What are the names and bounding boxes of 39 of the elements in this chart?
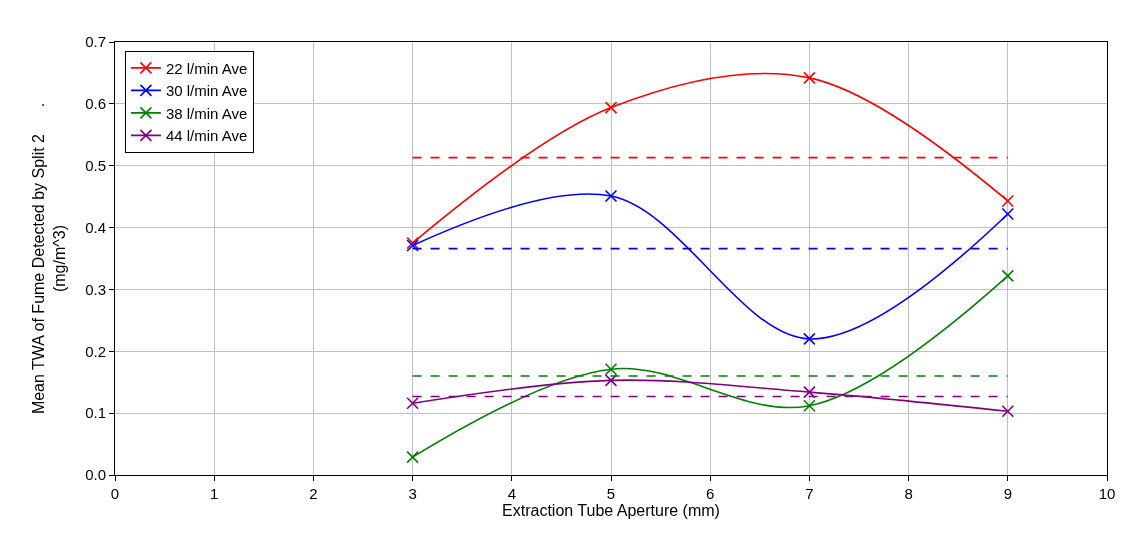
x-tick-label: 1 [210, 485, 219, 502]
point [803, 332, 816, 346]
legend-label: 22 l/min Ave [165, 59, 248, 77]
x-tick-label: 2 [309, 485, 318, 502]
point [406, 396, 419, 410]
point [1001, 207, 1015, 221]
y-tick-label: 0.7 [85, 33, 106, 51]
x-axis-title: Extraction Tube Aperture (mm) [502, 502, 720, 519]
y-tick-label: 0.5 [85, 156, 106, 174]
x-tick-label: 6 [706, 485, 715, 502]
legend-label: 30 l/min Ave [165, 82, 248, 100]
x-tick-label: 4 [507, 485, 516, 502]
x-tick-label: 10 [1098, 485, 1116, 502]
point [406, 450, 419, 464]
point [1001, 194, 1015, 208]
y-tick-label: 0.1 [85, 404, 106, 422]
point [803, 385, 816, 399]
legend-label: 44 l/min Ave [165, 127, 248, 145]
x-tick-label: 7 [805, 485, 814, 502]
point [604, 362, 618, 376]
x-tick-label: 9 [1003, 485, 1012, 502]
point [1001, 269, 1015, 283]
point [803, 71, 816, 85]
y-tick-label: 0.6 [85, 95, 106, 113]
point [604, 374, 618, 387]
point [803, 399, 816, 413]
x-tick-label: 8 [904, 485, 913, 502]
legend-label: 38 l/min Ave [165, 104, 248, 122]
point [604, 101, 618, 114]
x-tick-label: 5 [606, 485, 616, 502]
y-axis-title: Mean TWA of Fume Detected by Split 2 . (mg/m^3) [30, 102, 69, 415]
x-tick-label: 3 [408, 485, 417, 502]
point [604, 189, 618, 203]
x-tick-label: 0 [110, 485, 120, 502]
y-tick-label: 0.4 [85, 218, 106, 236]
point [1001, 404, 1015, 418]
y-tick-label: 0.2 [85, 342, 106, 360]
y-tick-label: 0.3 [85, 280, 106, 298]
y-tick-label: 0.0 [85, 466, 106, 484]
